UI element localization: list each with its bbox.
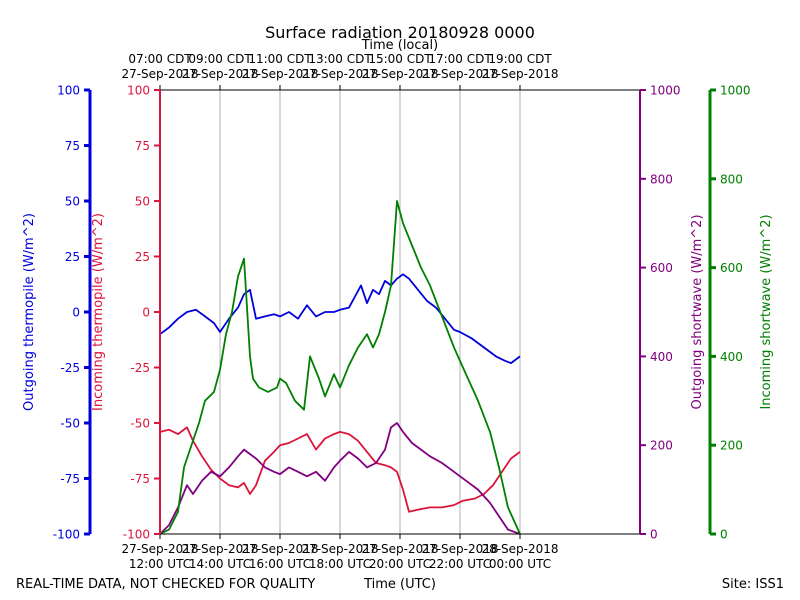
x-top-tick-label-time: 11:00 CDT: [248, 52, 312, 66]
series-layer: [159, 200, 521, 535]
x-tick-label-time: 22:00 UTC: [429, 557, 491, 571]
incoming-thermopile-tick-label: -75: [130, 472, 150, 486]
x-top-tick-label-time: 15:00 CDT: [368, 52, 432, 66]
outgoing-thermopile-tick-label: 75: [65, 139, 80, 153]
incoming-thermopile-line: [159, 426, 521, 513]
outgoing-thermopile-line: [159, 273, 521, 365]
x-tick-label-date: 27-Sep-2018: [241, 542, 318, 556]
incoming-thermopile-tick-label: 50: [135, 195, 150, 209]
outgoing-thermopile-tick-label: 100: [57, 84, 80, 98]
outgoing-shortwave-axis-label: Outgoing shortwave (W/m^2): [690, 214, 705, 409]
x-top-tick-label-date: 27-Sep-2018: [301, 67, 378, 81]
incoming-shortwave-tick-label: 0: [720, 528, 728, 542]
site-label: Site: ISS1: [722, 577, 784, 592]
x-tick-label-date: 27-Sep-2018: [301, 542, 378, 556]
outgoing-shortwave-tick-label: 600: [650, 261, 673, 275]
x-tick-label-date: 27-Sep-2018: [121, 542, 198, 556]
x-tick-label-time: 12:00 UTC: [129, 557, 191, 571]
x-tick-label-time: 00:00 UTC: [489, 557, 551, 571]
incoming-shortwave-line: [159, 200, 521, 535]
outgoing-shortwave-tick-label: 400: [650, 350, 673, 364]
outgoing-thermopile-tick-label: 25: [65, 250, 80, 264]
x-tick-label-date: 27-Sep-2018: [181, 542, 258, 556]
outgoing-thermopile-tick-label: 0: [72, 306, 80, 320]
incoming-shortwave-tick-label: 600: [720, 261, 743, 275]
outgoing-shortwave-line: [159, 422, 521, 535]
outgoing-thermopile-tick-label: -100: [53, 528, 80, 542]
x-top-tick-label-time: 13:00 CDT: [308, 52, 372, 66]
incoming-thermopile-tick-label: 100: [127, 84, 150, 98]
x-tick-label-time: 20:00 UTC: [369, 557, 431, 571]
incoming-thermopile-axis-label: Incoming thermopile (W/m^2): [91, 213, 106, 411]
footer-quality-note: REAL-TIME DATA, NOT CHECKED FOR QUALITY: [16, 577, 315, 592]
incoming-thermopile-tick-label: 75: [135, 139, 150, 153]
incoming-thermopile-tick-label: 25: [135, 250, 150, 264]
x-axis-label: Time (UTC): [363, 577, 436, 592]
x-tick-label-time: 18:00 UTC: [309, 557, 371, 571]
incoming-thermopile-tick-label: -50: [130, 417, 150, 431]
x-top-tick-label-date: 27-Sep-2018: [481, 67, 558, 81]
x-tick-label-time: 14:00 UTC: [189, 557, 251, 571]
x-top-tick-label-time: 09:00 CDT: [188, 52, 252, 66]
outgoing-thermopile-tick-label: -50: [60, 417, 80, 431]
outgoing-thermopile-tick-label: 50: [65, 195, 80, 209]
x-tick-label-date: 28-Sep-2018: [481, 542, 558, 556]
chart-title: Surface radiation 20180928 0000: [265, 23, 535, 42]
x-top-tick-label-date: 27-Sep-2018: [361, 67, 438, 81]
outgoing-shortwave-tick-label: 0: [650, 528, 658, 542]
incoming-shortwave-tick-label: 400: [720, 350, 743, 364]
x-top-tick-label-time: 17:00 CDT: [428, 52, 492, 66]
top-axis-label: Time (local): [361, 38, 438, 53]
x-top-tick-label-time: 07:00 CDT: [128, 52, 192, 66]
x-tick-label-date: 27-Sep-2018: [421, 542, 498, 556]
incoming-shortwave-axis-label: Incoming shortwave (W/m^2): [759, 214, 774, 409]
incoming-shortwave-tick-label: 200: [720, 439, 743, 453]
x-top-tick-label-date: 27-Sep-2018: [241, 67, 318, 81]
x-tick-label-time: 16:00 UTC: [249, 557, 311, 571]
incoming-thermopile-tick-label: -25: [130, 361, 150, 375]
incoming-shortwave-tick-label: 800: [720, 172, 743, 186]
outgoing-thermopile-axis-label: Outgoing thermopile (W/m^2): [22, 213, 37, 411]
outgoing-shortwave-tick-label: 200: [650, 439, 673, 453]
incoming-thermopile-tick-label: -100: [123, 528, 150, 542]
incoming-shortwave-tick-label: 1000: [720, 84, 751, 98]
x-top-tick-label-date: 27-Sep-2018: [181, 67, 258, 81]
outgoing-thermopile-tick-label: -75: [60, 472, 80, 486]
x-top-tick-label-date: 27-Sep-2018: [421, 67, 498, 81]
outgoing-shortwave-tick-label: 800: [650, 172, 673, 186]
x-top-tick-label-date: 27-Sep-2018: [121, 67, 198, 81]
outgoing-shortwave-tick-label: 1000: [650, 84, 681, 98]
x-top-tick-label-time: 19:00 CDT: [488, 52, 552, 66]
outgoing-thermopile-tick-label: -25: [60, 361, 80, 375]
incoming-thermopile-tick-label: 0: [142, 306, 150, 320]
x-tick-label-date: 27-Sep-2018: [361, 542, 438, 556]
